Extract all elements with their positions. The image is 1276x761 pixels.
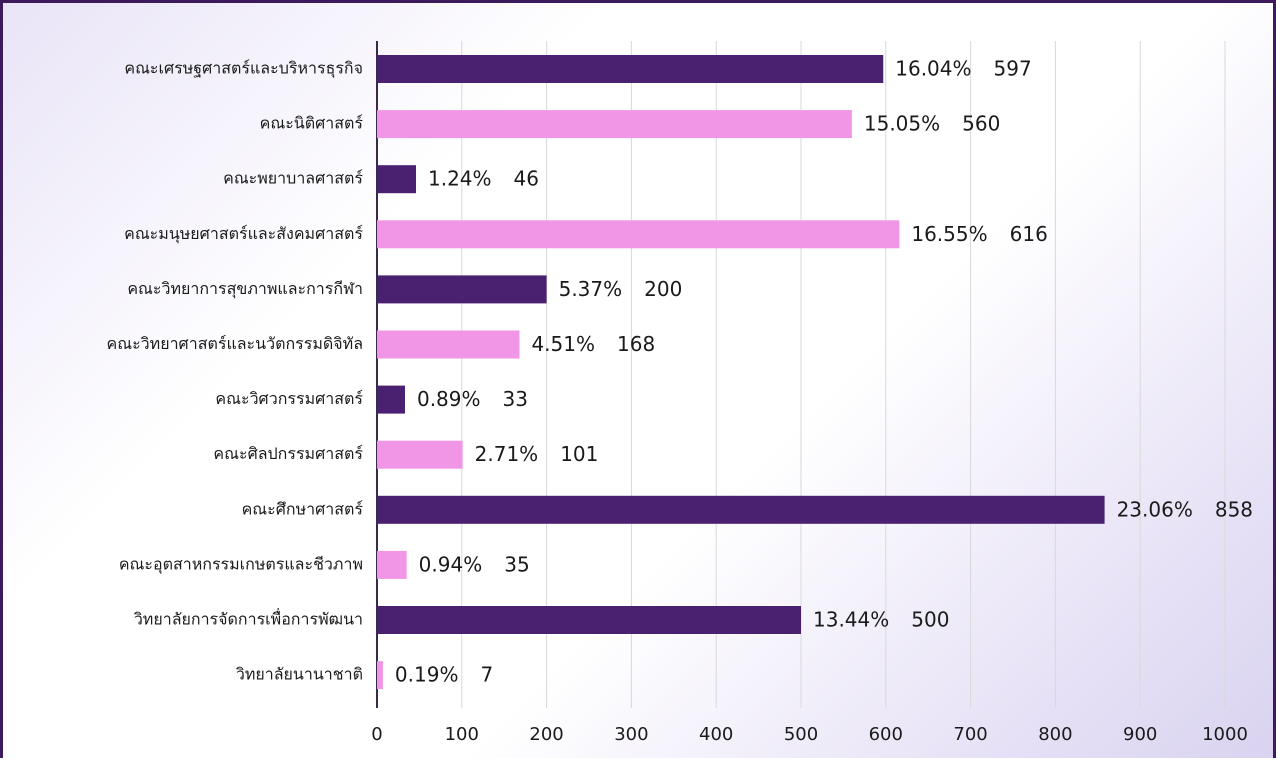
value-label: 33 [503,387,528,411]
category-label: คณะวิศวกรรมศาสตร์ [215,389,363,408]
x-tick-label: 200 [529,724,563,745]
category-label: วิทยาลัยการจัดการเพื่อการพัฒนา [134,608,363,629]
category-label: คณะศึกษาศาสตร์ [242,499,364,518]
bar [377,55,884,83]
value-label: 7 [480,663,493,687]
bar [377,110,852,139]
x-tick-label: 700 [953,724,987,745]
bar [377,661,383,690]
category-label: คณะพยาบาลศาสตร์ [223,169,363,188]
x-tick-label: 900 [1123,724,1157,745]
percent-label: 2.71% [475,442,539,466]
bar [377,550,407,579]
value-label: 500 [911,608,949,632]
value-label: 200 [644,277,682,301]
bar [377,330,520,359]
percent-label: 1.24% [428,167,492,191]
percent-label: 23.06% [1117,497,1193,521]
category-label: คณะวิทยาศาสตร์และนวัตกรรมดิจิทัล [107,334,363,353]
category-label: คณะมนุษยศาสตร์และสังคมศาสตร์ [124,224,363,244]
category-label: คณะวิทยาการสุขภาพและการกีฬา [127,279,363,299]
x-tick-label: 800 [1038,724,1072,745]
percent-label: 0.94% [419,552,483,576]
x-tick-label: 300 [614,724,648,745]
bar [377,275,547,304]
bar [377,606,801,634]
value-label: 560 [962,112,1000,136]
value-label: 101 [560,442,598,466]
x-tick-label: 500 [784,724,818,745]
x-tick-label: 0 [371,724,382,745]
bar [377,385,405,414]
percent-label: 16.55% [911,222,987,246]
value-label: 597 [994,57,1032,81]
percent-label: 5.37% [559,277,623,301]
percent-label: 4.51% [531,332,595,356]
x-tick-label: 100 [445,724,479,745]
category-label: คณะเศรษฐศาสตร์และบริหารธุรกิจ [124,59,363,79]
x-tick-label: 1000 [1202,724,1248,745]
category-label: วิทยาลัยนานาชาติ [236,665,363,684]
chart: 0 100 200 300 400 500 600 700 800 900 1000 คณะเศรษฐ… [107,41,1253,745]
value-label: 35 [504,552,529,576]
percent-label: 16.04% [895,57,971,81]
percent-label: 0.89% [417,387,481,411]
x-tick-label: 600 [869,724,903,745]
category-label: คณะอุตสาหกรรมเกษตรและชีวภาพ [119,554,363,574]
bar [377,220,900,249]
bar [377,495,1105,524]
value-label: 616 [1010,222,1048,246]
value-label: 46 [514,167,539,191]
bar [377,440,463,469]
x-tick-label: 400 [699,724,733,745]
value-label: 168 [617,332,655,356]
value-label: 858 [1215,497,1253,521]
percent-label: 0.19% [395,663,459,687]
category-label: คณะศิลปกรรมศาสตร์ [213,444,363,463]
bar [377,165,417,194]
category-label: คณะนิติศาสตร์ [260,114,364,133]
percent-label: 15.05% [864,112,940,136]
percent-label: 13.44% [813,608,889,632]
